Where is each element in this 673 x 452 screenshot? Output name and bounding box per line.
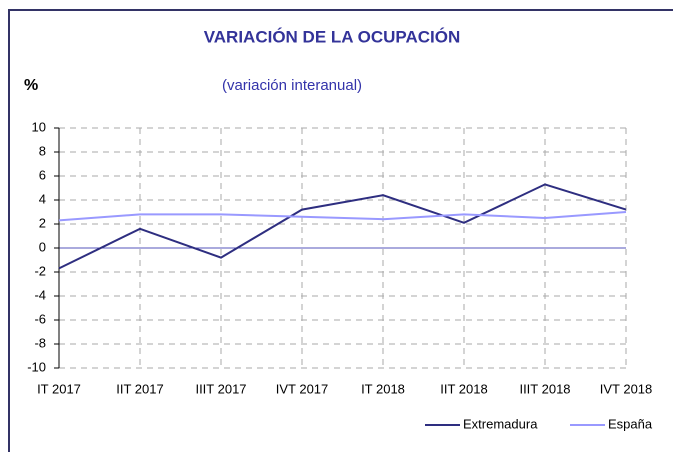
x-tick-label: IIT 2017 — [116, 381, 163, 396]
series-line — [58, 183, 627, 270]
x-tick-label: IIT 2018 — [440, 381, 487, 396]
y-tick-label: 6 — [39, 167, 46, 182]
x-tick-label: IT 2017 — [37, 381, 81, 396]
y-tick-label: 8 — [39, 143, 46, 158]
x-tick-label: IIIT 2017 — [195, 381, 246, 396]
y-tick-label: -6 — [34, 311, 46, 326]
y-tick-label: 4 — [39, 191, 46, 206]
legend-label: Extremadura — [463, 416, 538, 431]
y-tick-label: -4 — [34, 287, 46, 302]
y-tick-label: -2 — [34, 263, 46, 278]
y-axis-label: % — [24, 77, 38, 94]
y-tick-label: -10 — [27, 359, 46, 374]
x-tick-label: IT 2018 — [361, 381, 405, 396]
legend-label: España — [608, 416, 653, 431]
chart-subtitle: (variación interanual) — [222, 77, 362, 94]
chart-title: VARIACIÓN DE LA OCUPACIÓN — [204, 27, 461, 46]
y-tick-label: -8 — [34, 335, 46, 350]
x-tick-label: IIIT 2018 — [519, 381, 570, 396]
y-tick-label: 2 — [39, 215, 46, 230]
y-tick-label: 10 — [32, 119, 46, 134]
x-tick-label: IVT 2018 — [600, 381, 653, 396]
series-line — [58, 211, 627, 222]
y-tick-label: 0 — [39, 239, 46, 254]
x-tick-label: IVT 2017 — [276, 381, 329, 396]
